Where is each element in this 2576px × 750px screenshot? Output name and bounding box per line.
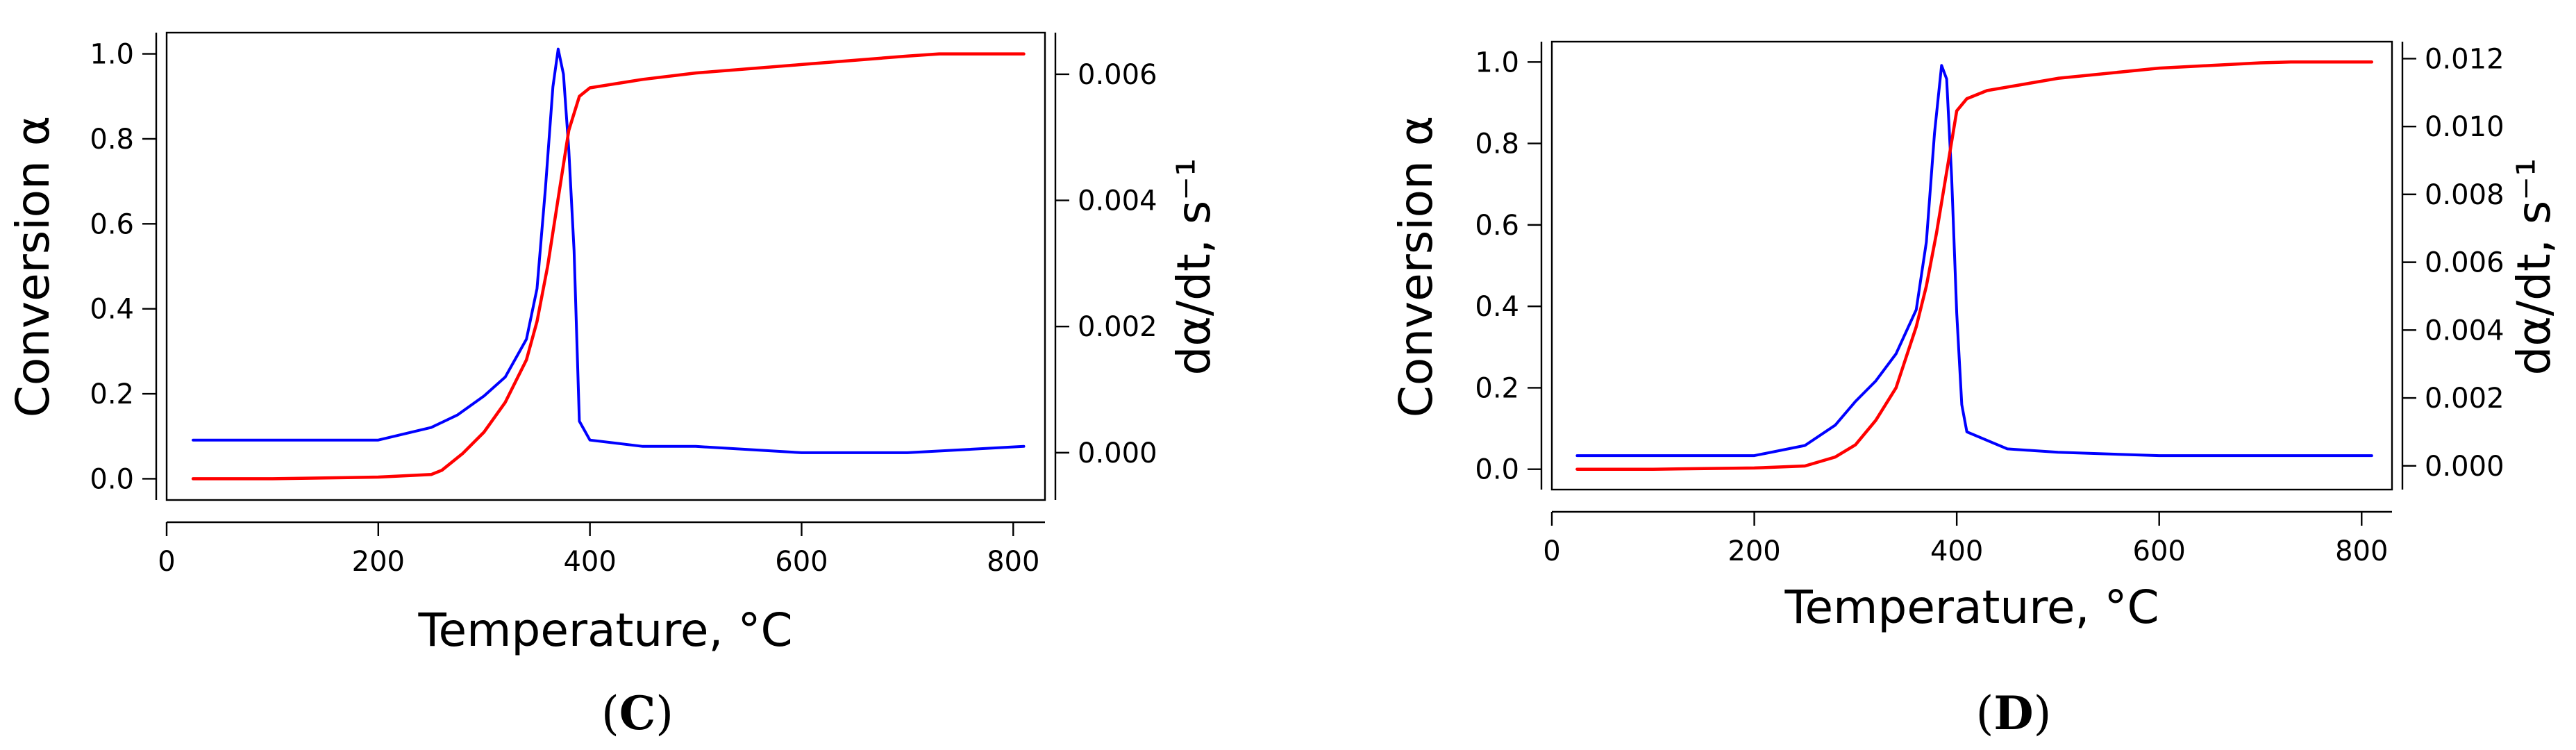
x-tick-label: 600: [775, 546, 828, 578]
y-left-tick-label: 0.8: [90, 124, 134, 156]
plot-frame: [1550, 40, 2393, 491]
x-tick-label: 800: [2335, 535, 2388, 567]
x-tick-label: 400: [563, 546, 616, 578]
panel-label-letter: C: [619, 686, 656, 740]
panel-label-letter: D: [1993, 686, 2033, 740]
x-ticks: 0 200 400 600 800: [158, 522, 1039, 578]
y-right-tick-label: 0.002: [1078, 311, 1157, 343]
conversion-line: [191, 52, 1026, 481]
y-right-tick-label: 0.002: [2425, 383, 2504, 415]
x-ticks: 0 200 400 600 800: [1543, 512, 2388, 567]
y-right-tick-label: 0.000: [1078, 438, 1157, 469]
x-tick-label: 800: [987, 546, 1039, 578]
y-left-tick-label: 1.0: [90, 39, 134, 71]
plot-frame: [165, 31, 1046, 501]
y-right-tick-label: 0.008: [2425, 179, 2504, 211]
y-left-tick-label: 0.0: [1475, 454, 1519, 486]
y-left-tick-label: 0.6: [90, 208, 134, 240]
y-left-tick-label: 0.2: [1475, 372, 1519, 404]
y-left-tick-label: 0.4: [1475, 291, 1519, 323]
y-right-tick-label: 0.010: [2425, 111, 2504, 143]
x-tick-label: 200: [352, 546, 405, 578]
y-left-tick-label: 0.8: [1475, 128, 1519, 160]
y-right-axis-title: dα/dt, s⁻¹: [2507, 158, 2561, 375]
y-left-axis-title: Conversion α: [1389, 116, 1443, 418]
y-right-tick-label: 0.006: [2425, 247, 2504, 279]
series-layer: [1575, 60, 2374, 471]
y-left-axis-title: Conversion α: [6, 116, 60, 418]
y-right-axis-title: dα/dt, s⁻¹: [1167, 158, 1221, 375]
y-left-ticks: 0.0 0.2 0.4 0.6 0.8 1.0: [90, 39, 156, 495]
y-right-ticks: 0.000 0.002 0.004 0.006: [1055, 59, 1157, 469]
panel-label-close: ): [2034, 687, 2052, 740]
chart-panel-c: 0 200 400 600 800 0.00.20.40.60.81.0 0.0000.…: [6, 31, 1221, 740]
y-right-tick-label: 0.004: [1078, 185, 1157, 217]
panel-label-open: (: [1976, 687, 1994, 740]
x-tick-label: 600: [2133, 535, 2186, 567]
x-tick-label: 0: [1543, 535, 1560, 567]
y-left-tick-label: 0.4: [90, 294, 134, 326]
x-tick-label: 400: [1930, 535, 1983, 567]
panel-label: (D): [1976, 686, 2052, 740]
y-left-tick-label: 0.0: [90, 463, 134, 495]
y-left-ticks: 0.0 0.2 0.4 0.6 0.8 1.0: [1475, 47, 1541, 486]
y-right-tick-label: 0.006: [1078, 59, 1157, 91]
x-tick-label: 200: [1728, 535, 1780, 567]
panel-label: (C): [601, 686, 674, 740]
y-right-tick-label: 0.012: [2425, 43, 2504, 75]
y-left-tick-label: 1.0: [1475, 47, 1519, 78]
x-axis-title: Temperature, °C: [417, 603, 792, 657]
y-right-ticks: 0.000 0.002 0.004 0.006 0.008 0.010 0.012: [2402, 43, 2504, 483]
y-right-tick-label: 0.000: [2425, 451, 2504, 483]
y-right-tick-label: 0.004: [2425, 315, 2504, 347]
series-layer: [191, 47, 1026, 481]
y-left-tick-label: 0.6: [1475, 210, 1519, 242]
y-left-tick-label: 0.2: [90, 378, 134, 410]
conversion-line: [1575, 60, 2374, 471]
rate-line: [192, 47, 1026, 454]
panel-label-close: ): [655, 687, 674, 740]
panel-label-open: (: [601, 687, 619, 740]
chart-panel-d: 0 200 400 600 800 0.00.20.40.60.81.0 0.0000.…: [1389, 40, 2561, 740]
x-axis-title: Temperature, °C: [1784, 581, 2159, 634]
rate-line: [1575, 64, 2373, 458]
x-tick-label: 0: [158, 546, 175, 578]
